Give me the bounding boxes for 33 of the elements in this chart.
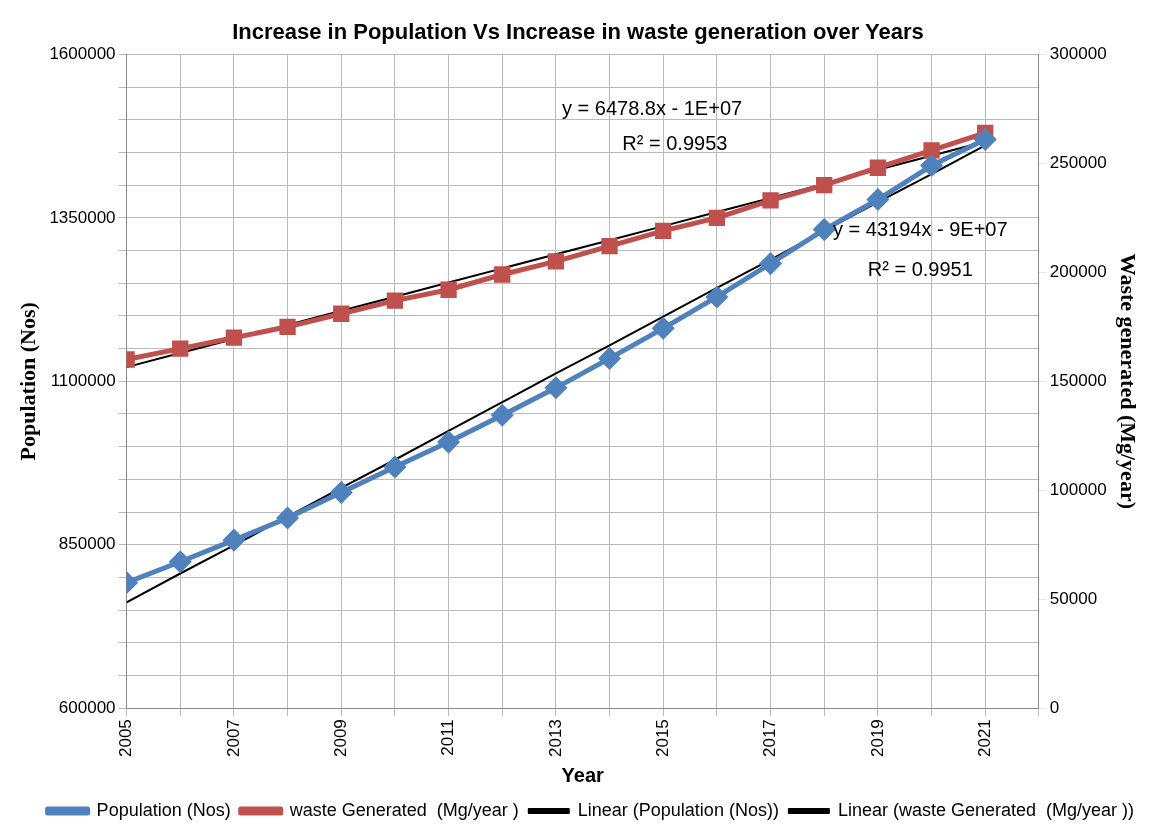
x-tick-label: 2017 <box>760 719 780 758</box>
y2-tick-label: 50000 <box>1049 588 1098 608</box>
annotation: y = 43194x - 9E+07 <box>832 218 1008 241</box>
y-tick-label: 600000 <box>58 697 116 717</box>
y-axis-title: Population (Nos) <box>14 302 40 461</box>
y-tick-label: 1600000 <box>49 44 116 64</box>
x-tick-label: 2013 <box>545 719 565 758</box>
annotation: R² = 0.9953 <box>622 132 728 155</box>
legend-label: waste Generated (Mg/year ) <box>288 799 519 820</box>
y2-tick-label: 200000 <box>1049 262 1107 282</box>
x-tick-label: 2015 <box>652 719 672 758</box>
legend-label: Linear (Population (Nos)) <box>577 799 779 820</box>
y-tick-label: 1350000 <box>49 207 116 227</box>
y2-tick-label: 250000 <box>1049 153 1107 173</box>
x-tick-label: 2005 <box>116 719 136 758</box>
x-tick-label: 2009 <box>330 719 350 758</box>
x-tick-label: 2019 <box>867 719 887 758</box>
chart-title: Increase in Population Vs Increase in waste generation over Years <box>232 19 924 45</box>
x-axis-title: Year <box>561 763 605 786</box>
x-tick-label: 2007 <box>223 719 243 758</box>
annotation: R² = 0.9951 <box>867 257 973 280</box>
y2-tick-label: 300000 <box>1049 44 1107 64</box>
y-tick-label: 850000 <box>58 534 116 554</box>
y-tick-label: 1100000 <box>50 370 116 390</box>
y2-axis-title: Waste generated (Mg/year) <box>1116 253 1142 509</box>
y2-tick-label: 150000 <box>1049 370 1107 390</box>
annotation: y = 6478.8x - 1E+07 <box>561 97 743 120</box>
x-tick-label: 2011 <box>438 719 458 756</box>
legend-label: Population (Nos) <box>96 799 231 820</box>
legend-label: Linear (waste Generated (Mg/year )) <box>837 799 1134 820</box>
y2-tick-label: 100000 <box>1049 479 1107 499</box>
y2-tick-label: 0 <box>1049 697 1060 717</box>
x-tick-label: 2021 <box>974 719 994 758</box>
